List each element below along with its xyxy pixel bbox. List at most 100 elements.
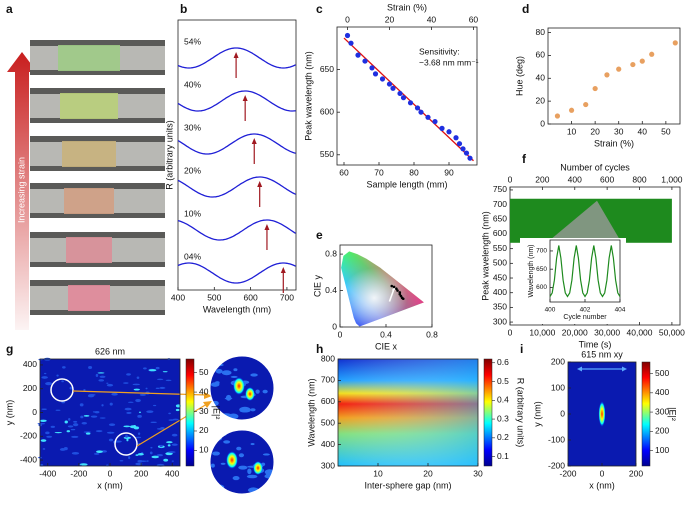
- point: [390, 85, 396, 91]
- field-speckle: [83, 389, 86, 391]
- field-speckle: [124, 407, 132, 411]
- x2-axis-label: Strain (%): [387, 2, 427, 12]
- y-tick-label: 0: [332, 321, 337, 331]
- field-speckle: [66, 430, 71, 433]
- field-speckle: [37, 422, 46, 425]
- y-tick-label: 100: [551, 382, 565, 392]
- field-speckle: [62, 366, 66, 369]
- field-speckle: [83, 415, 90, 417]
- x-tick-label: 0.8: [426, 329, 438, 339]
- hot-spot: [253, 461, 263, 475]
- x-tick-label: 10: [373, 468, 383, 478]
- field-speckle: [55, 409, 61, 411]
- peak-arrow-head: [233, 52, 239, 58]
- x-tick-label: 0: [338, 329, 343, 339]
- colorbar-tick-label: 50: [199, 367, 209, 377]
- field-speckle: [61, 401, 66, 404]
- x-tick-label: 30: [614, 126, 624, 136]
- zoom-speckle: [255, 389, 260, 394]
- field-speckle: [106, 431, 115, 434]
- point: [386, 81, 393, 87]
- point: [446, 129, 452, 135]
- field-speckle: [125, 434, 129, 438]
- field-speckle: [41, 408, 47, 411]
- x-tick-label: 400: [171, 292, 185, 302]
- highlight: [50, 378, 74, 402]
- field-map-shade: [338, 359, 478, 466]
- colorbar-label: |E|²: [212, 406, 222, 420]
- zoom-speckle: [261, 356, 274, 362]
- y-tick-label: 600: [320, 106, 334, 116]
- point: [649, 51, 655, 57]
- point: [453, 135, 459, 141]
- series-label: 10%: [184, 208, 201, 218]
- series-label: 20%: [184, 165, 201, 175]
- point: [372, 71, 379, 77]
- y-tick-label: 650: [493, 214, 507, 224]
- pointer-head: [204, 392, 212, 399]
- x2-tick-label: 1,000: [661, 174, 683, 184]
- zoom-speckle: [221, 370, 232, 376]
- x-tick-label: 90: [444, 167, 454, 177]
- panel-label: b: [180, 2, 187, 16]
- field-speckle: [151, 455, 159, 459]
- y-tick-label: 0: [560, 408, 565, 418]
- x-axis-label: CIE x: [375, 341, 398, 351]
- field-speckle: [94, 411, 100, 414]
- point: [604, 72, 610, 78]
- colorbar-tick-label: 30: [199, 406, 209, 416]
- zoom-inset: [210, 356, 274, 420]
- colorbar-tick-label: 40: [199, 386, 209, 396]
- y-tick-label: 800: [321, 353, 335, 363]
- series-label: 40%: [184, 79, 201, 89]
- field-speckle: [45, 431, 50, 435]
- field-speckle: [171, 460, 174, 462]
- y-tick-label: 0.4: [325, 285, 337, 295]
- zoom-speckle: [215, 368, 223, 374]
- hot-spot: [598, 401, 606, 427]
- field-speckle: [95, 373, 99, 378]
- zoom-wedge: [550, 200, 620, 240]
- point: [379, 76, 386, 82]
- y-tick-label: 200: [551, 356, 565, 366]
- field-speckle: [61, 380, 64, 383]
- x2-axis-label: Number of cycles: [560, 162, 630, 172]
- x-tick-label: 500: [207, 292, 221, 302]
- x-tick-label: 80: [409, 167, 419, 177]
- field-speckle: [175, 408, 180, 412]
- field-speckle: [159, 444, 163, 448]
- spectrum: [177, 219, 296, 241]
- field-speckle: [81, 421, 87, 425]
- field-speckle: [67, 425, 74, 428]
- shift-arrow: [388, 288, 395, 302]
- colorbar-tick-label: 0.6: [497, 357, 509, 367]
- y-axis-label: y (nm): [4, 400, 14, 426]
- spectrum: [177, 47, 296, 69]
- polarization-head: [577, 366, 582, 372]
- x-tick-label: 600: [244, 292, 258, 302]
- y-tick-label: 550: [493, 243, 507, 253]
- x-axis-label: Sample length (mm): [366, 179, 447, 189]
- point: [390, 284, 394, 288]
- y-tick-label: -400: [20, 454, 37, 464]
- y-tick-label: 700: [493, 199, 507, 209]
- field-speckle: [167, 444, 171, 447]
- zoom-speckle: [214, 435, 220, 441]
- x-tick-label: 0: [600, 468, 605, 478]
- y-tick-label: 750: [493, 184, 507, 194]
- zoom-border: [209, 355, 275, 421]
- y-tick-label: 40: [536, 73, 546, 83]
- point: [397, 90, 403, 97]
- x2-tick-label: 200: [535, 174, 549, 184]
- field-speckle: [97, 372, 105, 374]
- point: [418, 109, 424, 115]
- point: [456, 141, 463, 147]
- x-axis-label: Wavelength (nm): [203, 304, 271, 314]
- colorbar-label: |E|²: [668, 407, 678, 421]
- field-speckle: [90, 415, 98, 418]
- photo-sample: [64, 188, 114, 214]
- point: [401, 297, 405, 301]
- x-tick-label: 0: [508, 327, 513, 337]
- y-axis-label: Peak wavelength (nm): [303, 51, 313, 141]
